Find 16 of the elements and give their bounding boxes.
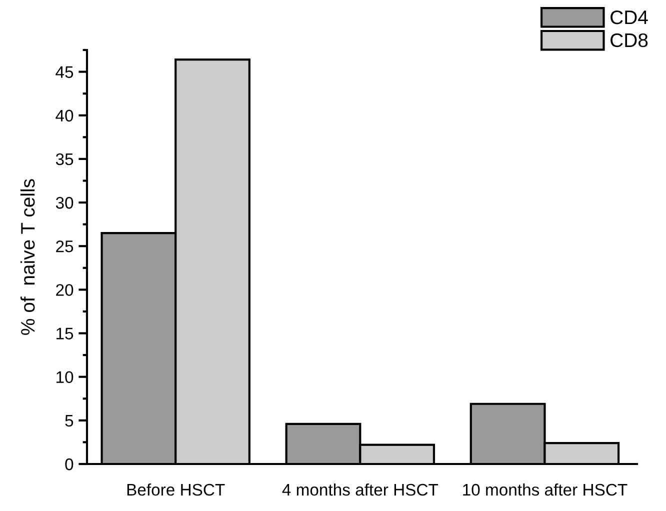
y-tick-label: 20 — [56, 284, 74, 296]
y-tick-label: 30 — [56, 196, 74, 209]
x-tick-label: 10 months after HSCT — [463, 483, 628, 496]
y-tick-label: 45 — [56, 66, 74, 78]
x-tick-label: Before HSCT — [127, 483, 225, 496]
y-tick-label: 35 — [56, 153, 74, 166]
y-tick-label: 10 — [56, 371, 74, 384]
y-tick-label: 0 — [65, 458, 74, 470]
y-axis-title: % of naive T cells — [20, 179, 35, 335]
y-tick-label: 40 — [56, 110, 74, 122]
legend-label: CD4 — [610, 10, 648, 24]
y-tick-label: 5 — [65, 414, 74, 427]
y-tick-label: 25 — [56, 240, 74, 252]
y-tick-label: 15 — [56, 328, 74, 340]
legend-label: CD8 — [610, 33, 648, 48]
x-tick-label: 4 months after HSCT — [282, 483, 438, 496]
